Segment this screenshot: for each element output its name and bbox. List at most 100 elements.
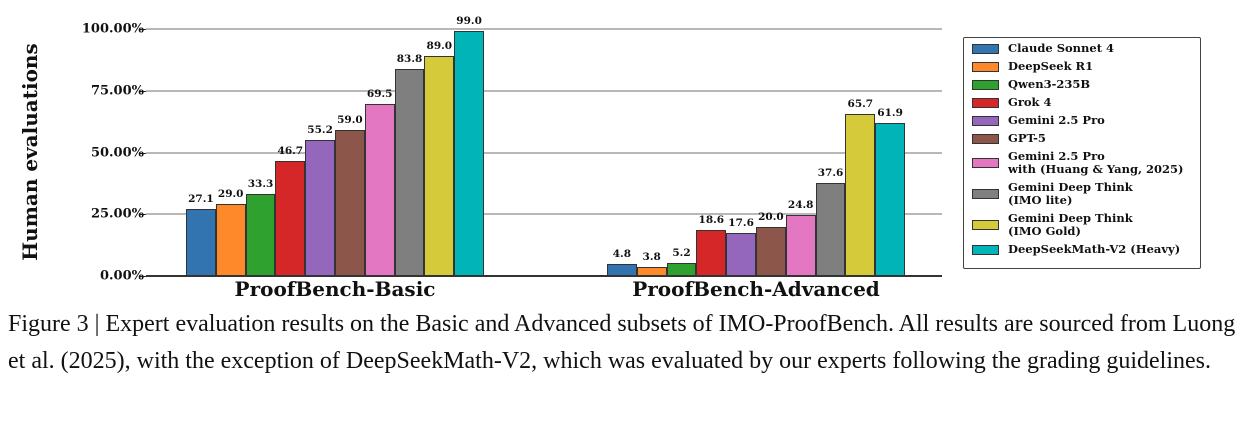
legend-item: DeepSeek R1: [972, 60, 1200, 73]
figure-caption: Figure 3 | Expert evaluation results on …: [8, 311, 1236, 374]
bar-value-label: 5.2: [672, 247, 691, 260]
bar-value-label: 33.3: [247, 177, 274, 190]
bar-value-label: 4.8: [612, 248, 632, 261]
y-tick-label: 25.00%: [90, 206, 144, 222]
legend-label-line1: DeepSeekMath-V2 (Heavy): [1008, 242, 1181, 256]
y-axis-label: Human evaluations: [18, 43, 42, 261]
y-tick-label: 100.00%: [81, 21, 144, 37]
bar-value-label: 89.0: [426, 40, 453, 53]
legend: Claude Sonnet 4 DeepSeek R1 Qwen3-235B Grok…: [963, 37, 1201, 269]
legend-label: GPT-5: [1008, 132, 1046, 145]
bar: [245, 193, 276, 276]
legend-label-line2: with (Huang & Yang, 2025): [1008, 162, 1184, 176]
legend-label-line1: Grok 4: [1008, 95, 1052, 109]
bar: [275, 160, 306, 276]
bar-value-label: 17.6: [728, 216, 754, 229]
gridline: [146, 213, 942, 216]
bar: [607, 264, 637, 276]
bar: [636, 266, 667, 276]
legend-item: Gemini Deep Think (IMO Gold): [972, 212, 1200, 238]
x-axis-line: [146, 275, 942, 277]
bar: [696, 230, 727, 276]
bar: [335, 130, 365, 276]
bar: [666, 263, 697, 276]
legend-label: DeepSeek R1: [1008, 60, 1093, 73]
bar: [454, 31, 484, 276]
bar-value-label: 37.6: [817, 167, 844, 180]
legend-label: Gemini 2.5 Pro: [1008, 114, 1105, 127]
legend-item: Qwen3-235B: [972, 78, 1200, 91]
bar-value-label: 69.5: [366, 88, 393, 101]
legend-item: Grok 4: [972, 96, 1200, 109]
gridline: [146, 89, 942, 92]
legend-item: DeepSeekMath-V2 (Heavy): [972, 243, 1200, 256]
legend-swatch-icon: [972, 220, 999, 230]
gridline: [146, 28, 942, 30]
legend-item: GPT-5: [972, 132, 1200, 145]
bar-value-label: 3.8: [642, 250, 661, 263]
bar: [726, 232, 756, 276]
legend-swatch-icon: [972, 244, 999, 255]
legend-label: Gemini Deep Think (IMO lite): [1008, 181, 1133, 207]
bar-value-label: 20.0: [758, 210, 784, 223]
bar: [186, 209, 216, 276]
bar-value-label: 61.9: [877, 107, 903, 120]
legend-label-line1: Qwen3-235B: [1008, 77, 1091, 91]
bar: [785, 214, 816, 276]
legend-label: DeepSeekMath-V2 (Heavy): [1008, 243, 1180, 256]
legend-item: Gemini 2.5 Pro: [972, 114, 1200, 127]
y-tick-mark: [140, 276, 146, 277]
bar: [364, 104, 395, 276]
bar-value-label: 99.0: [456, 15, 482, 28]
legend-label-line2: (IMO lite): [1008, 193, 1073, 207]
y-tick-mark: [140, 29, 146, 30]
bar: [394, 69, 425, 276]
bar-value-label: 59.0: [337, 114, 363, 127]
bar-value-label: 18.6: [698, 214, 725, 227]
category-label-basic: ProofBench-Basic: [234, 277, 436, 301]
bar-value-label: 83.8: [396, 53, 423, 65]
y-tick-mark: [140, 152, 146, 154]
bar-value-label: 55.2: [307, 123, 333, 136]
bar: [215, 204, 246, 276]
legend-label-line1: DeepSeek R1: [1008, 59, 1094, 73]
legend-label-line1: Gemini 2.5 Pro: [1008, 149, 1105, 163]
bar: [845, 113, 876, 276]
y-tick-mark: [140, 214, 146, 216]
legend-label: Gemini 2.5 Pro with (Huang & Yang, 2025): [1008, 150, 1183, 176]
y-tick-label: 75.00%: [90, 83, 144, 99]
legend-label: Claude Sonnet 4: [1008, 42, 1114, 55]
bar-value-label: 24.8: [787, 198, 814, 211]
bar: [815, 183, 846, 276]
y-tick-label: 50.00%: [90, 145, 144, 160]
legend-label-line1: Gemini Deep Think: [1008, 180, 1133, 194]
legend-item: Gemini Deep Think (IMO lite): [972, 181, 1200, 207]
legend-swatch-icon: [972, 79, 999, 90]
y-tick-label: 0.00%: [99, 268, 144, 284]
legend-label-line1: GPT-5: [1008, 131, 1046, 145]
gridline: [146, 151, 942, 154]
category-label-advanced: ProofBench-Advanced: [632, 277, 880, 301]
bar: [756, 226, 786, 276]
bar: [305, 139, 335, 276]
bar-value-label: 46.7: [277, 144, 304, 157]
legend-label: Grok 4: [1008, 96, 1052, 109]
bar-value-label: 27.1: [188, 193, 214, 206]
legend-label-line1: Claude Sonnet 4: [1008, 41, 1115, 55]
legend-swatch-icon: [972, 158, 999, 168]
bar: [875, 123, 905, 276]
legend-label-line1: Gemini 2.5 Pro: [1008, 113, 1105, 127]
y-tick-mark: [140, 90, 146, 92]
bar-value-label: 65.7: [847, 97, 874, 110]
legend-swatch-icon: [972, 133, 999, 144]
legend-item: Claude Sonnet 4: [972, 42, 1200, 55]
bar-chart: Human evaluations 0.00% 25.00% 50.00% 75.00…: [18, 15, 1201, 301]
bar: [424, 56, 455, 276]
legend-label: Qwen3-235B: [1008, 78, 1090, 91]
legend-swatch-icon: [972, 43, 999, 54]
legend-item: Gemini 2.5 Pro with (Huang & Yang, 2025): [972, 150, 1200, 176]
legend-swatch-icon: [972, 115, 999, 126]
bar-value-label: 29.0: [217, 188, 244, 201]
legend-swatch-icon: [972, 189, 999, 199]
legend-label-line2: (IMO Gold): [1008, 224, 1081, 238]
